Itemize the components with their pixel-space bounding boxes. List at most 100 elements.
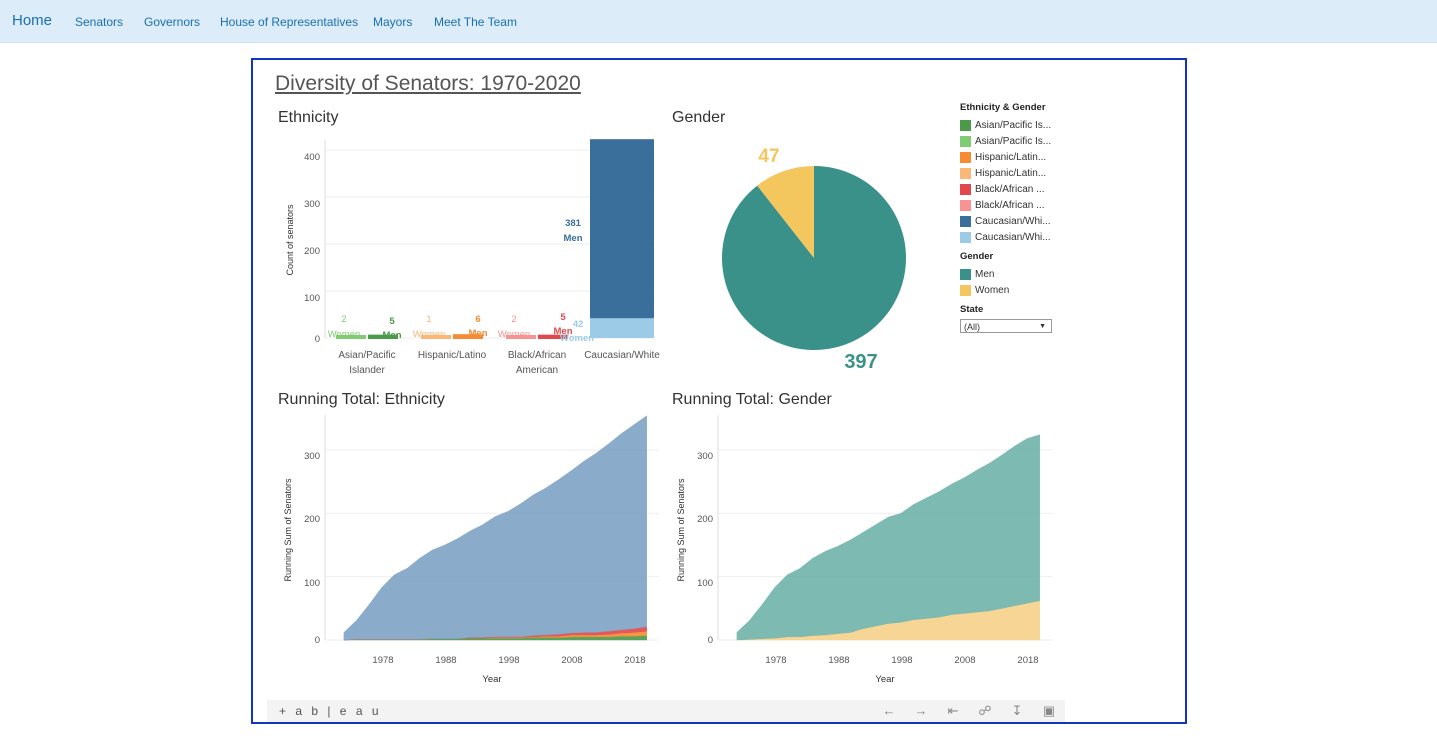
legend-gender-title: Gender <box>960 251 994 262</box>
dashboard-title: Diversity of Senators: 1970-2020 <box>275 72 581 95</box>
nav-link-house[interactable]: House of Representatives <box>220 15 359 29</box>
area-men <box>736 434 1040 641</box>
rg-y-tick: 100 <box>697 578 713 589</box>
re-x-tick: 2008 <box>561 655 582 666</box>
legend-swatch <box>960 215 971 227</box>
re-y-tick: 0 <box>315 635 320 646</box>
running-gender-chart[interactable]: Running Sum of Senators 0 100 200 300 19… <box>666 410 1066 690</box>
legend-label: Hispanic/Latin... <box>975 151 1047 163</box>
legend-swatch <box>960 151 971 163</box>
tableau-toolbar: + a b | e a u ← → ⇤ ☍ ↧ ▣ <box>267 700 1065 722</box>
legend-swatch <box>960 231 971 243</box>
data-label-asian-men: Men <box>383 330 402 341</box>
rg-x-label: Year <box>875 674 894 685</box>
bar-men <box>453 334 483 339</box>
legend-eth-gender-item[interactable]: Black/African ... <box>960 181 1080 197</box>
data-label-hisp-women-value: 1 <box>426 314 431 325</box>
bar-men <box>538 334 568 339</box>
rg-x-tick: 1998 <box>891 655 912 666</box>
eth-y-tick: 300 <box>304 199 320 210</box>
ethnicity-bar-chart[interactable]: Count of senators 0 100 200 300 400 Asia… <box>273 130 673 380</box>
eth-y-tick: 100 <box>304 293 320 304</box>
re-x-tick: 2018 <box>624 655 645 666</box>
tableau-logo[interactable]: + a b | e a u <box>279 704 382 718</box>
legend-swatch <box>960 183 971 195</box>
legend-label: Caucasian/Whi... <box>975 215 1051 227</box>
data-label-asian-women-value: 2 <box>341 314 346 325</box>
re-x-tick: 1998 <box>498 655 519 666</box>
nav-link-mayors[interactable]: Mayors <box>373 15 413 29</box>
rg-x-tick: 1988 <box>828 655 849 666</box>
running-ethnicity-title: Running Total: Ethnicity <box>278 391 445 408</box>
data-label-black-men-value: 5 <box>560 312 566 323</box>
legend-swatch <box>960 119 971 131</box>
running-gender-title: Running Total: Gender <box>672 391 832 408</box>
eth-cat-label: Caucasian/White <box>584 350 660 361</box>
rg-y-label: Running Sum of Senators <box>676 478 686 582</box>
data-label-black-women-value: 2 <box>511 314 516 325</box>
re-y-tick: 100 <box>304 578 320 589</box>
bar-women <box>590 318 654 338</box>
data-label-black-women: Women <box>498 329 531 340</box>
data-label-asian-women: Women <box>328 329 361 340</box>
tableau-dashboard: Diversity of Senators: 1970-2020 Ethnici… <box>251 58 1187 724</box>
legend-eth-gender-item[interactable]: Asian/Pacific Is... <box>960 117 1080 133</box>
legend-label: Hispanic/Latin... <box>975 167 1047 179</box>
legend-eth-gender-item[interactable]: Caucasian/Whi... <box>960 229 1080 245</box>
data-label-white-women-value: 42 <box>573 319 584 330</box>
eth-y-tick: 0 <box>315 334 320 345</box>
pie-slice-women <box>757 166 814 258</box>
re-x-tick: 1978 <box>372 655 393 666</box>
legend-gender-item[interactable]: Men <box>960 266 1080 282</box>
nav-link-governors[interactable]: Governors <box>144 15 201 29</box>
legend-label: Asian/Pacific Is... <box>975 119 1052 131</box>
gender-pie-chart[interactable]: 47 397 <box>693 130 953 380</box>
data-label-asian-men-value: 5 <box>389 316 395 327</box>
revert-icon[interactable]: ⇤ <box>947 703 959 718</box>
legend-label: Men <box>975 268 995 280</box>
eth-y-tick: 200 <box>304 246 320 257</box>
data-label-hisp-men: Men <box>469 328 488 339</box>
legend-eth-gender-item[interactable]: Hispanic/Latin... <box>960 149 1080 165</box>
legend-swatch <box>960 199 971 211</box>
ethnicity-y-label: Count of senators <box>285 204 295 276</box>
rg-y-tick: 0 <box>708 635 713 646</box>
re-y-tick: 200 <box>304 514 320 525</box>
legend-label: Asian/Pacific Is... <box>975 135 1052 147</box>
data-label-white-men-value: 381 <box>565 218 582 229</box>
nav-link-team[interactable]: Meet The Team <box>434 15 517 29</box>
legend-label: Women <box>975 284 1010 296</box>
legend-label: Black/African ... <box>975 183 1045 195</box>
bar-women <box>506 335 536 339</box>
undo-icon[interactable]: ← <box>882 703 896 718</box>
rg-y-tick: 200 <box>697 514 713 525</box>
legend-eth-gender-item[interactable]: Black/African ... <box>960 197 1080 213</box>
legend-eth-gender-item[interactable]: Asian/Pacific Is... <box>960 133 1080 149</box>
share-icon[interactable]: ☍ <box>978 703 992 718</box>
re-x-tick: 1988 <box>435 655 456 666</box>
state-filter-title: State <box>960 304 984 315</box>
legend-gender-item[interactable]: Women <box>960 282 1080 298</box>
eth-y-tick: 400 <box>304 152 320 163</box>
rg-y-tick: 300 <box>697 451 713 462</box>
legend-eth-gender-item[interactable]: Caucasian/Whi... <box>960 213 1080 229</box>
running-ethnicity-chart[interactable]: Running Sum of Senators 0 100 200 300 19… <box>273 410 673 690</box>
chevron-down-icon: ▼ <box>1039 323 1046 330</box>
nav-home-link[interactable]: Home <box>12 12 53 29</box>
data-label-hisp-men-value: 6 <box>475 314 480 325</box>
legend-eth-gender-title: Ethnicity & Gender <box>960 102 1046 113</box>
re-y-label: Running Sum of Senators <box>283 478 293 582</box>
rg-x-tick: 2018 <box>1017 655 1038 666</box>
rg-x-tick: 2008 <box>954 655 975 666</box>
fullscreen-icon[interactable]: ▣ <box>1042 703 1056 718</box>
legend-eth-gender-item[interactable]: Hispanic/Latin... <box>960 165 1080 181</box>
legend-swatch <box>960 167 971 179</box>
state-filter-dropdown[interactable]: (All) ▼ <box>960 319 1052 333</box>
legend-label: Black/African ... <box>975 199 1045 211</box>
download-icon[interactable]: ↧ <box>1011 703 1023 718</box>
bar-men <box>590 139 654 319</box>
re-y-tick: 300 <box>304 451 320 462</box>
legend-label: Caucasian/Whi... <box>975 231 1051 243</box>
nav-link-senators[interactable]: Senators <box>75 15 124 29</box>
redo-icon[interactable]: → <box>914 703 928 718</box>
